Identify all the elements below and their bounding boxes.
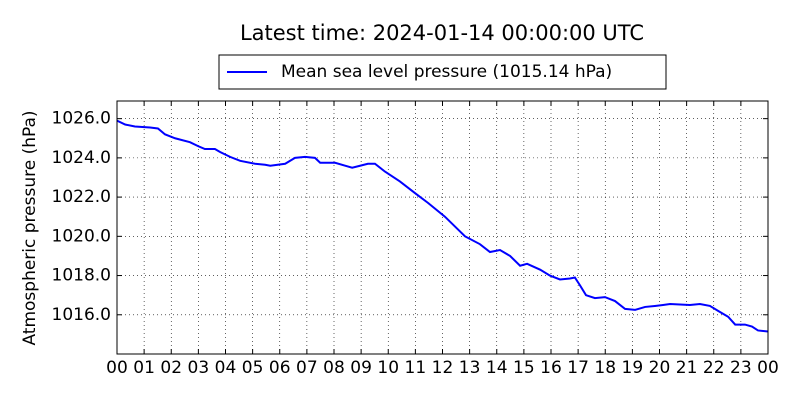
legend-label: Mean sea level pressure (1015.14 hPa)	[281, 62, 612, 82]
x-tick-label: 15	[513, 358, 535, 378]
y-tick-label: 1020.0	[52, 226, 111, 246]
x-tick-label: 21	[676, 358, 698, 378]
x-tick-label: 07	[296, 358, 318, 378]
x-tick-label: 00	[106, 358, 128, 378]
x-tick-label: 18	[594, 358, 616, 378]
y-tick-label: 1026.0	[52, 109, 111, 129]
x-tick-label: 20	[649, 358, 671, 378]
y-tick-label: 1016.0	[52, 305, 111, 325]
x-tick-label: 11	[405, 358, 427, 378]
x-tick-label: 12	[432, 358, 454, 378]
x-tick-label: 00	[757, 358, 779, 378]
x-tick-label: 02	[160, 358, 182, 378]
x-tick-label: 05	[242, 358, 264, 378]
x-tick-label: 14	[486, 358, 508, 378]
x-tick-label: 16	[540, 358, 562, 378]
line	[116, 119, 769, 333]
x-tick-label: 19	[622, 358, 644, 378]
x-tick-label: 17	[567, 358, 589, 378]
x-tick-label: 10	[377, 358, 399, 378]
y-tick-label: 1024.0	[52, 148, 111, 168]
x-tick-label: 03	[188, 358, 210, 378]
x-tick-label: 22	[703, 358, 725, 378]
x-tick-label: 04	[215, 358, 237, 378]
chart-title: Latest time: 2024-01-14 00:00:00 UTC	[240, 21, 644, 45]
y-axis-label: Atmospheric pressure (hPa)	[20, 110, 40, 345]
x-tick-label: 01	[133, 358, 155, 378]
x-tick-label: 06	[269, 358, 291, 378]
x-tick-label: 09	[350, 358, 372, 378]
x-tick-label: 23	[730, 358, 752, 378]
plot-frame	[116, 100, 769, 355]
y-tick-label: 1022.0	[52, 187, 111, 207]
legend-box	[218, 54, 667, 90]
x-tick-label: 08	[323, 358, 345, 378]
x-tick-label: 13	[459, 358, 481, 378]
y-tick-label: 1018.0	[52, 266, 111, 286]
